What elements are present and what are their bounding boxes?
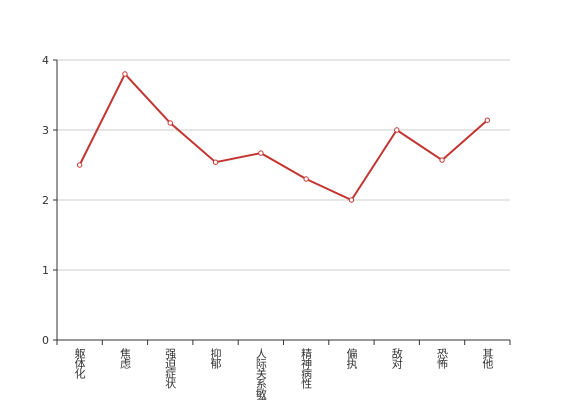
point — [484, 117, 491, 123]
x-tick-label: 偏执 — [345, 347, 358, 370]
y-tick-label: 2 — [42, 194, 49, 207]
y-tick-label: 0 — [42, 334, 49, 347]
point — [212, 159, 219, 165]
y-tick-label: 4 — [42, 54, 49, 67]
x-tick-label: 躯体化 — [73, 348, 86, 380]
line — [78, 72, 489, 202]
y-tick-label: 1 — [42, 264, 49, 277]
x-tick-label: 其他 — [481, 348, 494, 369]
x-tick-label: 恐怖 — [436, 348, 449, 369]
point — [439, 157, 445, 163]
point — [122, 71, 128, 77]
x-tick-label: 焦虑 — [118, 348, 131, 369]
x-tick-label: 强迫症状 — [164, 348, 177, 389]
point — [348, 197, 355, 203]
point — [76, 162, 83, 168]
point — [394, 127, 400, 133]
x-tick-label: 人际关系敏感 — [254, 348, 267, 400]
x-tick-label: 抑郁 — [209, 347, 222, 369]
y-tick-label: 3 — [42, 124, 49, 137]
point — [303, 176, 309, 182]
point — [258, 150, 264, 156]
x-tick-label: 精神病性 — [300, 348, 313, 390]
point — [167, 120, 173, 126]
x-tick-label: 敌对 — [390, 347, 403, 369]
